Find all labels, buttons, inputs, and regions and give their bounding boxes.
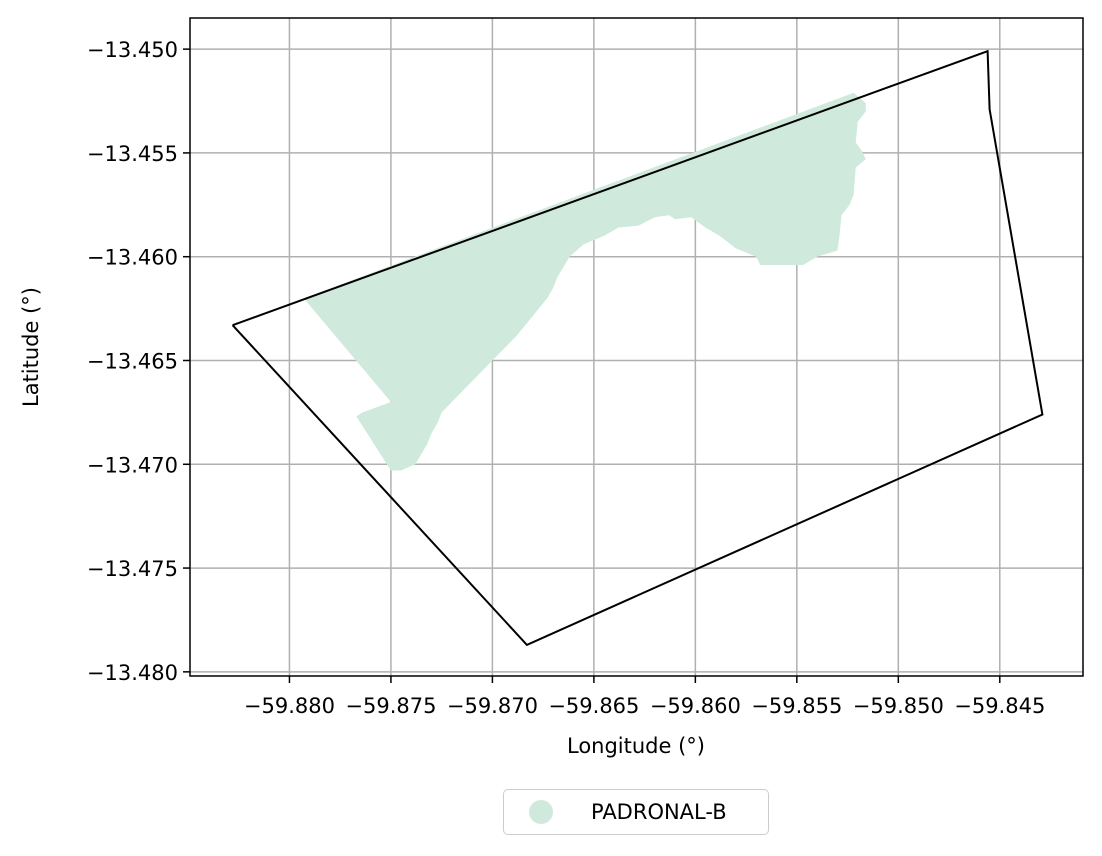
plot-frame — [189, 17, 1084, 677]
x-tick-label: −59.845 — [954, 694, 1045, 718]
map-features — [231, 49, 1044, 647]
x-tick-label: −59.865 — [548, 694, 639, 718]
y-tick-label: −13.450 — [87, 38, 178, 62]
y-tick-label: −13.455 — [87, 142, 178, 166]
layer-polygon-padronal-b — [303, 92, 866, 471]
x-axis-label: Longitude (°) — [567, 734, 705, 758]
boundary-outline — [231, 49, 1044, 647]
y-axis-label: Latitude (°) — [19, 287, 43, 407]
legend-swatch-padronal-b — [529, 800, 553, 824]
y-tick-label: −13.470 — [87, 453, 178, 477]
y-tick-label: −13.460 — [87, 246, 178, 270]
y-tick-label: −13.465 — [87, 349, 178, 373]
x-tick-label: −59.855 — [751, 694, 842, 718]
grid-lines — [190, 18, 1083, 676]
x-tick-label: −59.875 — [345, 694, 436, 718]
x-tick-label: −59.860 — [650, 694, 741, 718]
legend: PADRONAL-B — [503, 789, 769, 835]
x-tick-label: −59.870 — [447, 694, 538, 718]
x-tick-label: −59.880 — [244, 694, 335, 718]
y-tick-label: −13.475 — [87, 557, 178, 581]
y-tick-label: −13.480 — [87, 661, 178, 685]
axis-ticks: −59.880 −59.875 −59.870 −59.865 −59.860 −59.8… — [87, 38, 1045, 718]
x-tick-label: −59.850 — [853, 694, 944, 718]
legend-label: PADRONAL-B — [591, 800, 727, 824]
